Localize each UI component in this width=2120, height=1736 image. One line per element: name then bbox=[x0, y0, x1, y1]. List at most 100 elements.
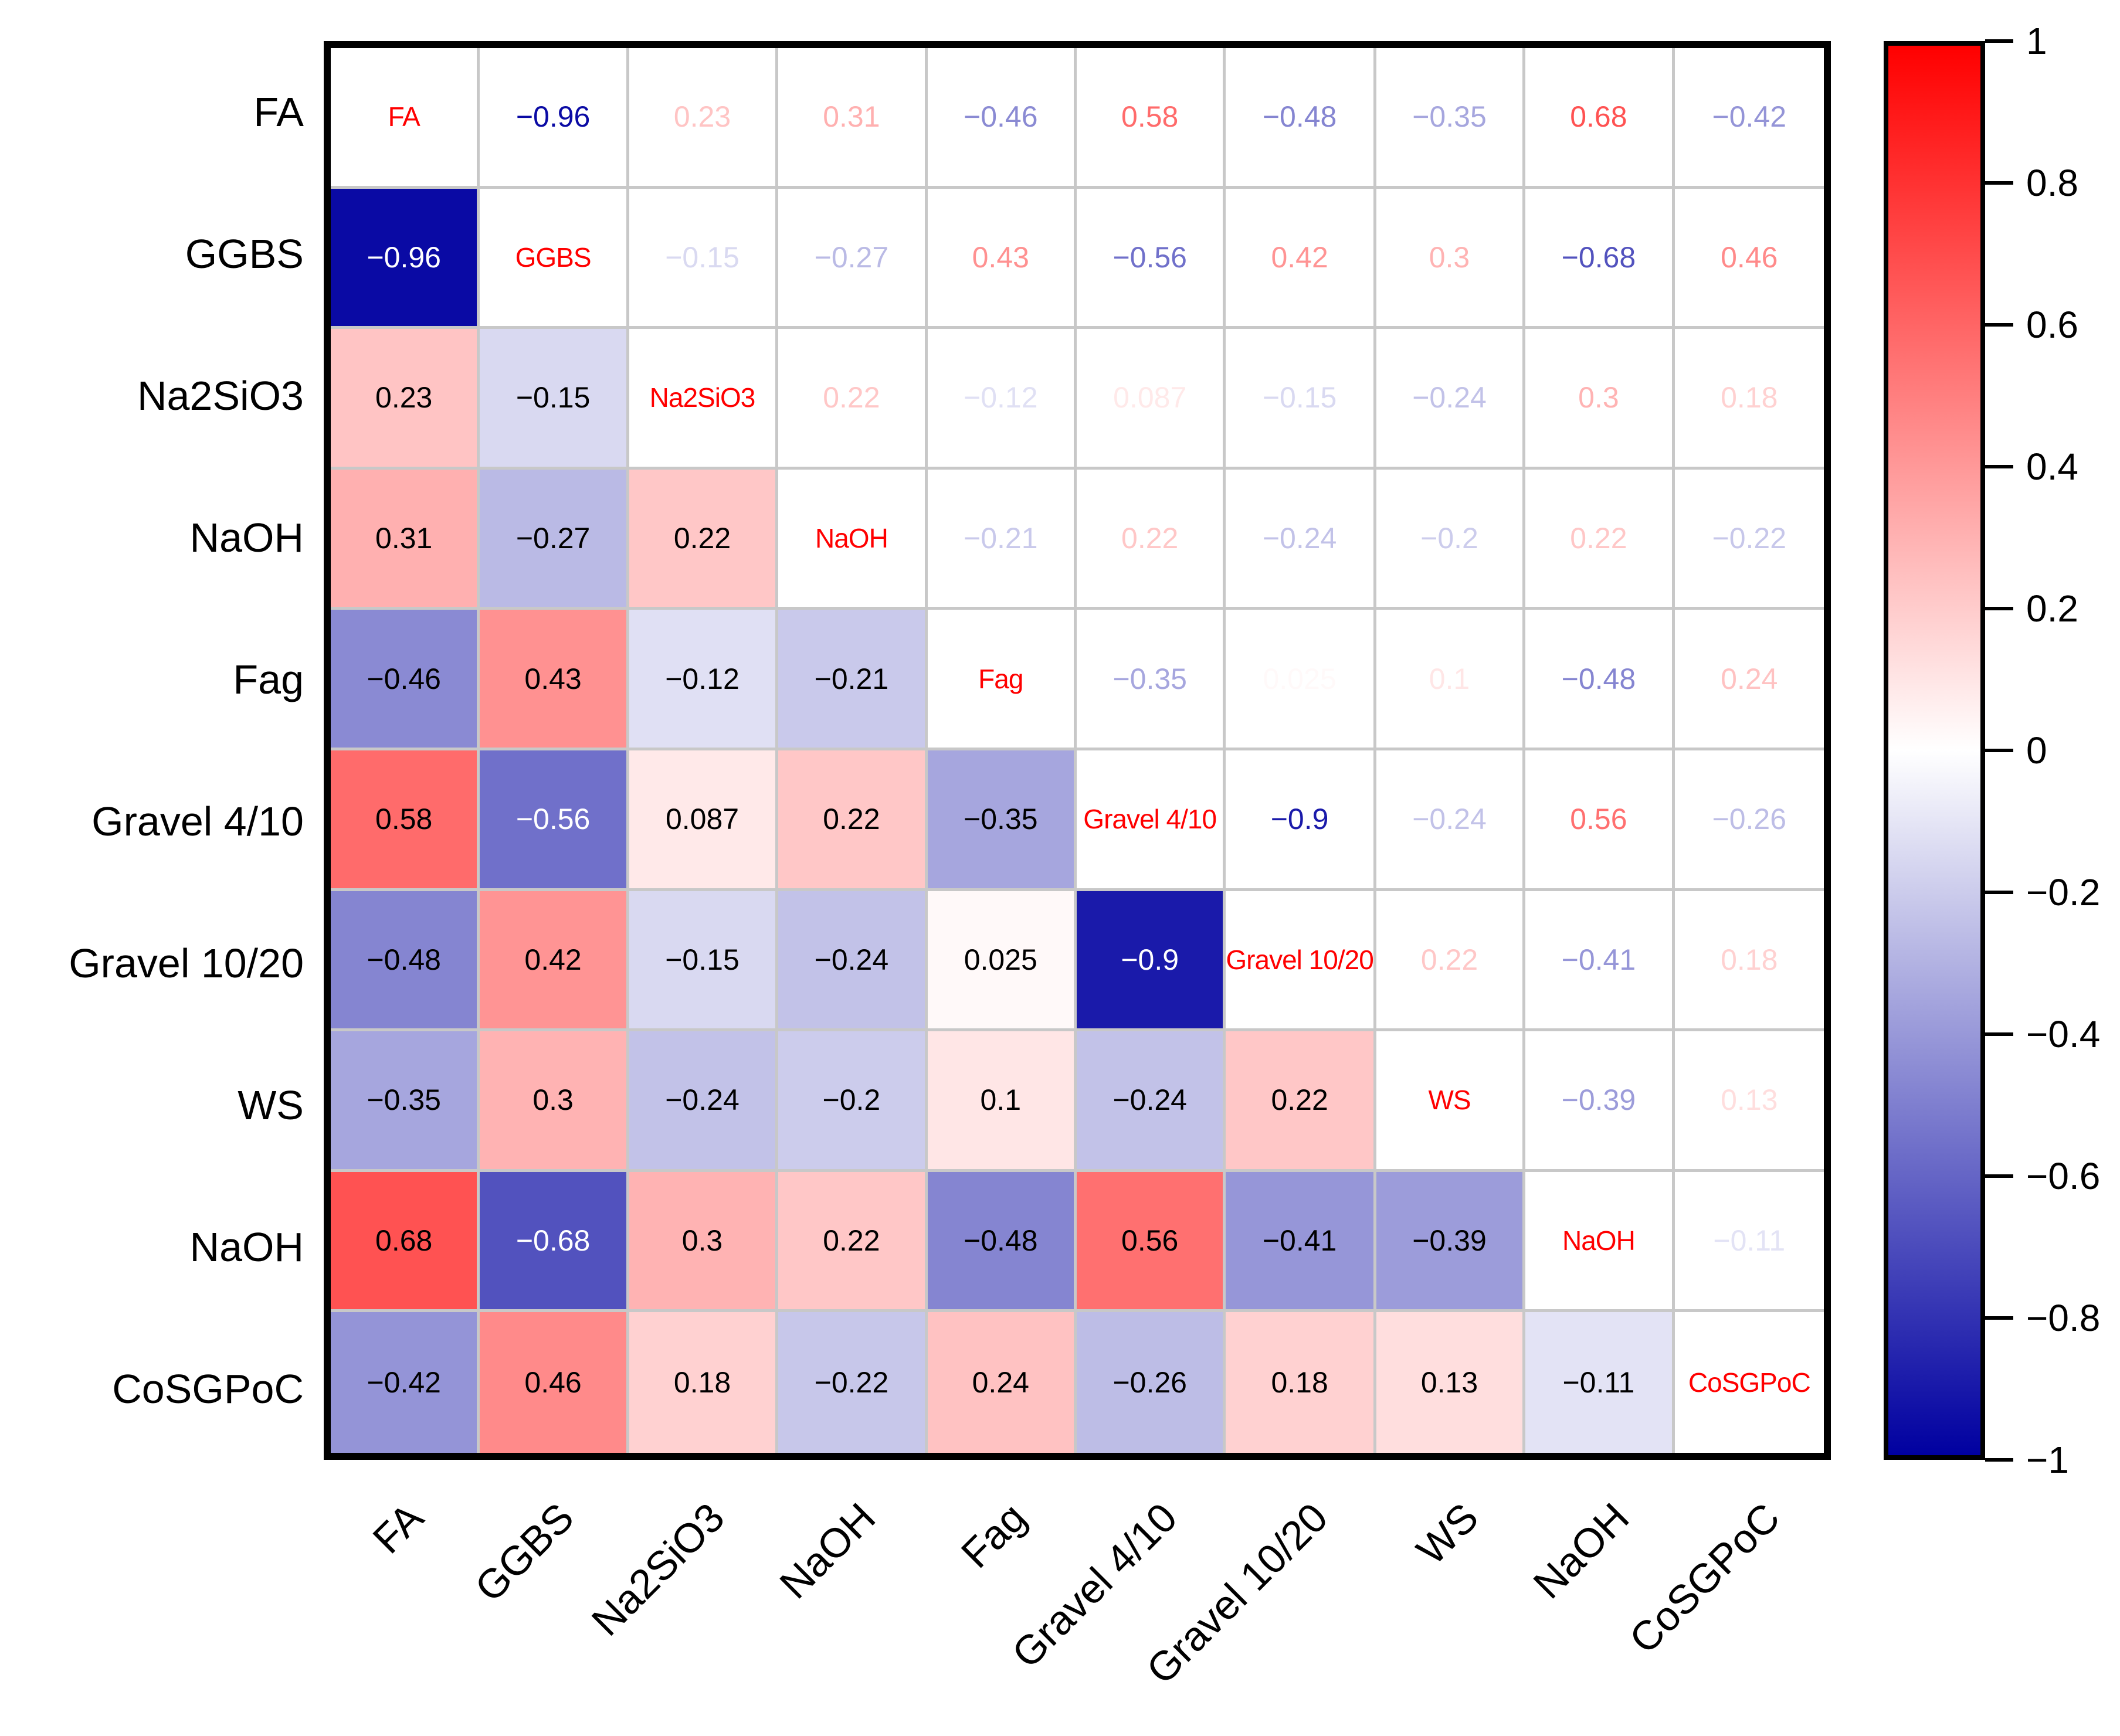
matrix-cell-upper: 0.68 bbox=[1525, 48, 1675, 189]
matrix-cell-upper: 0.31 bbox=[778, 48, 928, 189]
matrix-cell-lower: 0.46 bbox=[480, 1312, 629, 1453]
y-axis-label: Na2SiO3 bbox=[137, 373, 304, 419]
matrix-cell-upper: 0.1 bbox=[1376, 610, 1526, 750]
matrix-cell-lower: −0.24 bbox=[778, 891, 928, 1032]
matrix-cell-upper: −0.96 bbox=[480, 48, 629, 189]
matrix-cell-lower: −0.39 bbox=[1376, 1171, 1526, 1313]
matrix-cell-upper: 0.22 bbox=[1077, 469, 1226, 610]
matrix-cell-upper: −0.39 bbox=[1525, 1031, 1675, 1172]
matrix-cell-lower: 0.58 bbox=[331, 750, 480, 891]
colorbar-tick-label: 0.2 bbox=[2026, 587, 2078, 630]
matrix-cell-lower: −0.2 bbox=[778, 1031, 928, 1172]
colorbar-tick bbox=[1985, 749, 2013, 752]
y-axis-label: CoSGPoC bbox=[112, 1366, 304, 1412]
matrix-cell-upper: 0.3 bbox=[1525, 329, 1675, 470]
matrix-cell-lower: −0.24 bbox=[629, 1031, 779, 1172]
y-axis-label: Gravel 10/20 bbox=[69, 940, 304, 986]
matrix-cell-lower: −0.21 bbox=[778, 610, 928, 750]
colorbar-tick-label: −0.2 bbox=[2026, 871, 2101, 913]
matrix-cell-upper: −0.15 bbox=[1226, 329, 1376, 470]
matrix-cell-lower: 0.43 bbox=[480, 610, 629, 750]
colorbar-tick bbox=[1985, 323, 2013, 327]
matrix-cell-lower: 0.22 bbox=[1226, 1031, 1376, 1172]
matrix-cell-lower: 0.087 bbox=[629, 750, 779, 891]
matrix-cell-diagonal: Na2SiO3 bbox=[629, 329, 779, 470]
matrix-cell-lower: −0.12 bbox=[629, 610, 779, 750]
matrix-cell-upper: −0.48 bbox=[1226, 48, 1376, 189]
matrix-cell-lower: −0.96 bbox=[331, 188, 480, 329]
matrix-cell-lower: 0.025 bbox=[927, 891, 1077, 1032]
matrix-cell-diagonal: NaOH bbox=[778, 469, 928, 610]
matrix-cell-lower: −0.48 bbox=[927, 1171, 1077, 1313]
matrix-cell-upper: 0.18 bbox=[1674, 891, 1824, 1032]
matrix-cell-upper: −0.15 bbox=[629, 188, 779, 329]
colorbar-tick bbox=[1985, 607, 2013, 610]
y-axis-label: Fag bbox=[233, 657, 304, 702]
matrix-cell-upper: −0.56 bbox=[1077, 188, 1226, 329]
matrix-cell-upper: −0.22 bbox=[1674, 469, 1824, 610]
matrix-cell-lower: 0.1 bbox=[927, 1031, 1077, 1172]
x-axis-label: GGBS bbox=[466, 1494, 583, 1611]
x-axis-label: Na2SiO3 bbox=[583, 1494, 734, 1645]
matrix-cell-lower: 0.3 bbox=[629, 1171, 779, 1313]
y-axis-label: NaOH bbox=[189, 515, 304, 560]
matrix-cell-upper: −0.2 bbox=[1376, 469, 1526, 610]
matrix-cell-upper: −0.12 bbox=[927, 329, 1077, 470]
matrix-cell-lower: 0.18 bbox=[629, 1312, 779, 1453]
matrix-cell-lower: −0.56 bbox=[480, 750, 629, 891]
matrix-cell-upper: 0.43 bbox=[927, 188, 1077, 329]
matrix-cell-diagonal: FA bbox=[331, 48, 480, 189]
colorbar-tick-label: −1 bbox=[2026, 1439, 2069, 1481]
matrix-cell-upper: 0.18 bbox=[1674, 329, 1824, 470]
matrix-cell-lower: −0.35 bbox=[331, 1031, 480, 1172]
colorbar-tick bbox=[1985, 1032, 2013, 1036]
x-axis-label: NaOH bbox=[1524, 1494, 1638, 1608]
y-axis-label: NaOH bbox=[189, 1224, 304, 1270]
matrix-cell-upper: −0.35 bbox=[1077, 610, 1226, 750]
matrix-cell-lower: 0.22 bbox=[778, 750, 928, 891]
matrix-cell-lower: −0.11 bbox=[1525, 1312, 1675, 1453]
y-axis-label: WS bbox=[238, 1082, 304, 1128]
matrix-cell-diagonal: GGBS bbox=[480, 188, 629, 329]
y-axis-label: Gravel 4/10 bbox=[91, 799, 304, 844]
matrix-cell-lower: 0.23 bbox=[331, 329, 480, 470]
matrix-cell-upper: −0.24 bbox=[1376, 750, 1526, 891]
matrix-cell-lower: −0.41 bbox=[1226, 1171, 1376, 1313]
colorbar-tick-label: −0.8 bbox=[2026, 1297, 2101, 1339]
colorbar-tick bbox=[1985, 1458, 2013, 1462]
colorbar-tick bbox=[1985, 1174, 2013, 1178]
matrix-cell-lower: 0.24 bbox=[927, 1312, 1077, 1453]
matrix-cell-upper: −0.24 bbox=[1226, 469, 1376, 610]
matrix-cell-lower: −0.46 bbox=[331, 610, 480, 750]
matrix-cell-upper: 0.42 bbox=[1226, 188, 1376, 329]
matrix-cell-upper: −0.11 bbox=[1674, 1171, 1824, 1313]
matrix-cell-lower: −0.15 bbox=[629, 891, 779, 1032]
x-axis-label: Fag bbox=[952, 1494, 1035, 1577]
matrix-cell-upper: 0.46 bbox=[1674, 188, 1824, 329]
matrix-cell-lower: −0.42 bbox=[331, 1312, 480, 1453]
colorbar-tick-label: −0.4 bbox=[2026, 1013, 2101, 1055]
matrix-cell-lower: −0.9 bbox=[1077, 891, 1226, 1032]
colorbar-tick-label: 0.4 bbox=[2026, 446, 2078, 488]
matrix-cell-upper: 0.58 bbox=[1077, 48, 1226, 189]
x-axis-label: FA bbox=[364, 1494, 432, 1562]
matrix-cell-lower: 0.3 bbox=[480, 1031, 629, 1172]
matrix-cell-upper: −0.46 bbox=[927, 48, 1077, 189]
matrix-cell-upper: 0.23 bbox=[629, 48, 779, 189]
colorbar-tick-label: 0.8 bbox=[2026, 162, 2078, 204]
matrix-cell-upper: 0.025 bbox=[1226, 610, 1376, 750]
colorbar-tick bbox=[1985, 465, 2013, 468]
matrix-cell-lower: −0.22 bbox=[778, 1312, 928, 1453]
matrix-cell-diagonal: CoSGPoC bbox=[1688, 1367, 1811, 1398]
matrix-cell-diagonal: Fag bbox=[927, 610, 1077, 750]
colorbar-tick-label: −0.6 bbox=[2026, 1155, 2101, 1197]
y-axis-label: GGBS bbox=[185, 231, 304, 277]
matrix-cell-upper: −0.35 bbox=[1376, 48, 1526, 189]
matrix-cell-diagonal: NaOH bbox=[1525, 1171, 1675, 1313]
matrix-cell-upper: 0.56 bbox=[1525, 750, 1675, 891]
x-axis-label: CoSGPoC bbox=[1620, 1494, 1789, 1662]
matrix-cell-upper: −0.41 bbox=[1525, 891, 1675, 1032]
matrix-cell-lower: −0.24 bbox=[1077, 1031, 1226, 1172]
matrix-cell-lower: 0.22 bbox=[778, 1171, 928, 1313]
